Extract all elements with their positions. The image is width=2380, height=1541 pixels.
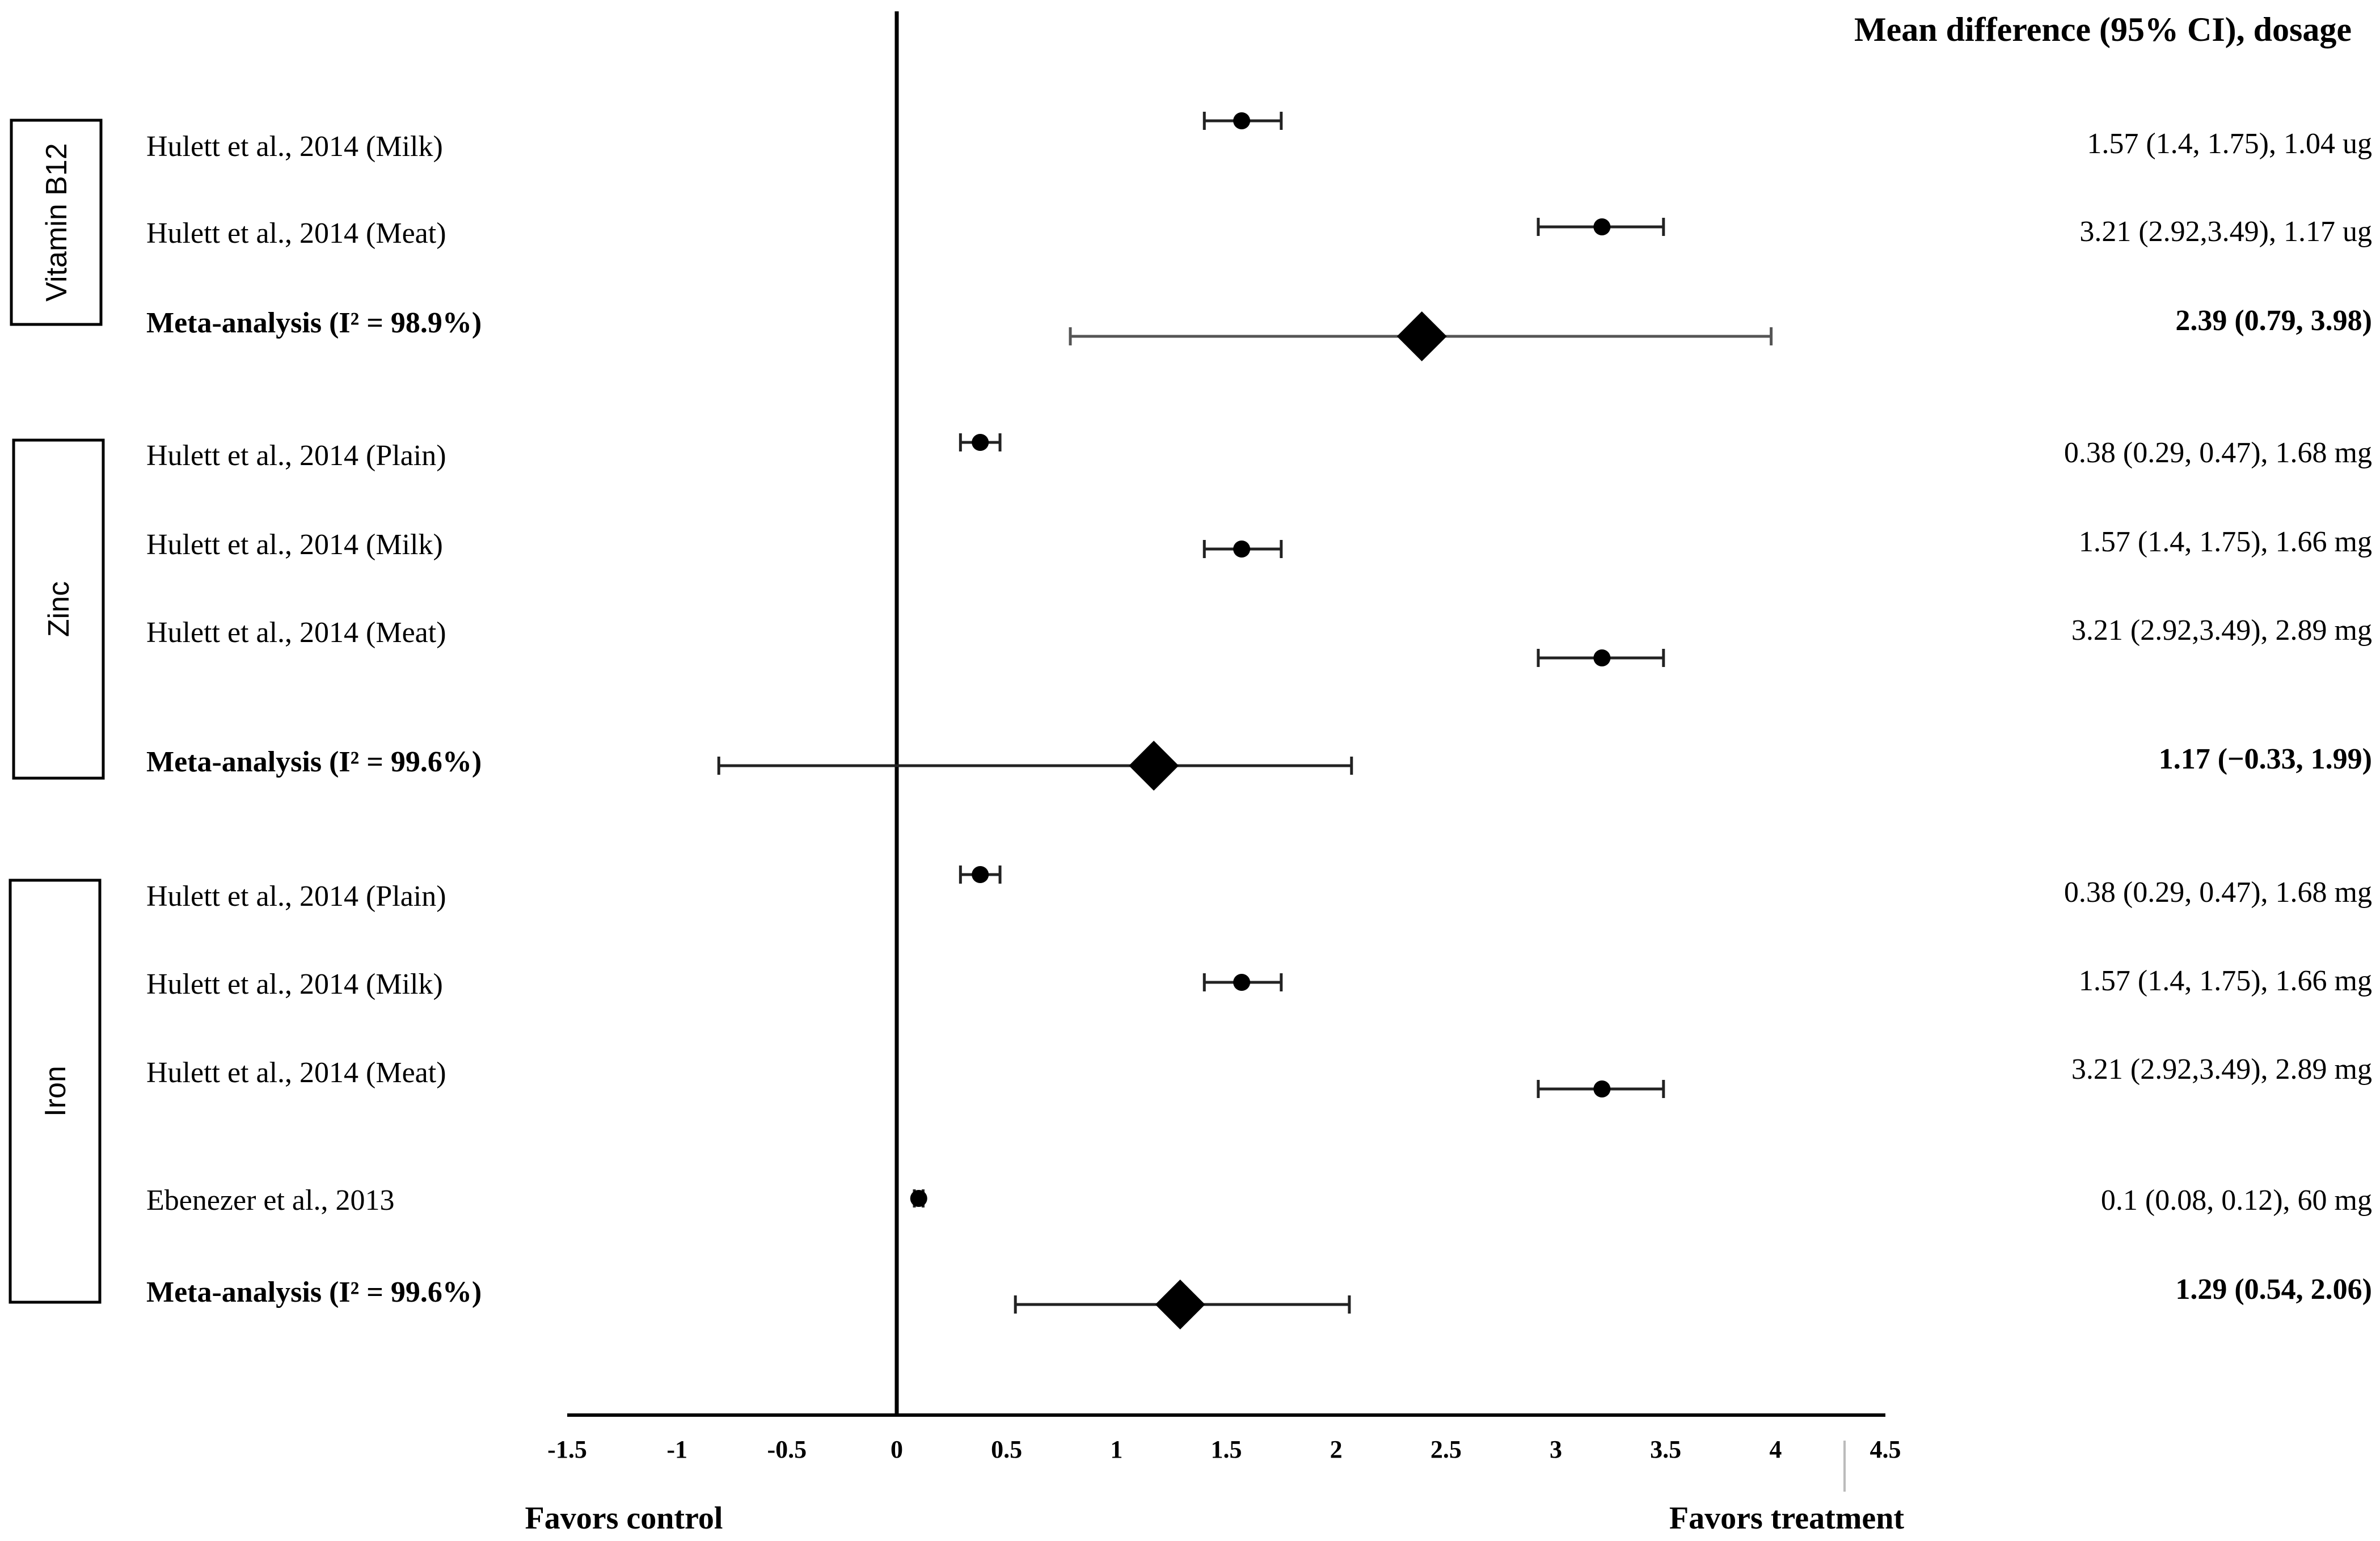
x-tick-label: 2.5	[1430, 1436, 1462, 1463]
x-tick-label: 4.5	[1870, 1436, 1901, 1463]
x-tick-label: 3	[1550, 1436, 1562, 1463]
meta-ci-value: 1.17 (−0.33, 1.99)	[2159, 743, 2372, 775]
study-ci-value: 0.38 (0.29, 0.47), 1.68 mg	[2064, 437, 2372, 469]
group-label: Iron	[39, 1066, 72, 1117]
point-estimate-marker	[1233, 974, 1251, 991]
study-label: Hulett et al., 2014 (Meat)	[146, 1057, 446, 1089]
study-ci-value: 0.1 (0.08, 0.12), 60 mg	[2101, 1184, 2372, 1217]
pooled-estimate-diamond	[1155, 1280, 1205, 1329]
study-label: Hulett et al., 2014 (Plain)	[146, 440, 446, 472]
study-label: Ebenezer et al., 2013	[146, 1184, 394, 1217]
study-ci-value: 3.21 (2.92,3.49), 2.89 mg	[2071, 1053, 2372, 1086]
meta-ci-value: 2.39 (0.79, 3.98)	[2175, 305, 2372, 337]
study-label: Hulett et al., 2014 (Plain)	[146, 880, 446, 913]
study-label: Hulett et al., 2014 (Milk)	[146, 529, 443, 561]
x-tick-label: -0.5	[767, 1436, 807, 1463]
x-tick-label: 0	[891, 1436, 903, 1463]
point-estimate-marker	[1593, 218, 1611, 235]
point-estimate-marker	[1233, 112, 1251, 129]
point-estimate-marker	[1593, 1080, 1611, 1097]
study-label: Hulett et al., 2014 (Milk)	[146, 130, 443, 163]
study-ci-value: 1.57 (1.4, 1.75), 1.04 ug	[2087, 128, 2372, 160]
x-tick-label: -1.5	[547, 1436, 587, 1463]
x-tick-label: 4	[1769, 1436, 1782, 1463]
study-label: Hulett et al., 2014 (Milk)	[146, 968, 443, 1000]
x-label-favors-treatment: Favors treatment	[1669, 1501, 1905, 1536]
group-box	[9, 879, 102, 1304]
x-tick-label: 1	[1110, 1436, 1123, 1463]
study-ci-value: 3.21 (2.92,3.49), 2.89 mg	[2071, 614, 2372, 647]
study-label: Hulett et al., 2014 (Meat)	[146, 217, 446, 250]
x-tick-label: 0.5	[991, 1436, 1022, 1463]
point-estimate-marker	[972, 434, 989, 451]
pooled-estimate-diamond	[1129, 741, 1179, 791]
meta-analysis-label: Meta-analysis (I² = 98.9%)	[146, 307, 482, 339]
meta-analysis-label: Meta-analysis (I² = 99.6%)	[146, 1276, 482, 1308]
group-label: Zinc	[43, 581, 75, 637]
group-label: Vitamin B12	[40, 143, 73, 301]
x-tick-label: -1	[666, 1436, 687, 1463]
study-ci-value: 0.38 (0.29, 0.47), 1.68 mg	[2064, 876, 2372, 909]
ci-column-header: Mean difference (95% CI), dosage	[1854, 11, 2352, 48]
x-tick-label: 3.5	[1650, 1436, 1681, 1463]
study-ci-value: 1.57 (1.4, 1.75), 1.66 mg	[2079, 526, 2372, 558]
x-tick-label: 1.5	[1211, 1436, 1242, 1463]
meta-analysis-label: Meta-analysis (I² = 99.6%)	[146, 746, 482, 778]
x-label-favors-control: Favors control	[525, 1501, 723, 1536]
point-estimate-marker	[1233, 541, 1251, 558]
group-box	[10, 119, 103, 326]
group-box	[12, 438, 105, 780]
x-tick-label: 2	[1330, 1436, 1343, 1463]
study-ci-value: 1.57 (1.4, 1.75), 1.66 mg	[2079, 965, 2372, 997]
point-estimate-marker	[972, 866, 989, 883]
study-ci-value: 3.21 (2.92,3.49), 1.17 ug	[2079, 216, 2372, 248]
point-estimate-marker	[910, 1190, 927, 1207]
study-label: Hulett et al., 2014 (Meat)	[146, 617, 446, 649]
pooled-estimate-diamond	[1396, 311, 1447, 361]
point-estimate-marker	[1593, 649, 1611, 666]
meta-ci-value: 1.29 (0.54, 2.06)	[2175, 1273, 2372, 1306]
